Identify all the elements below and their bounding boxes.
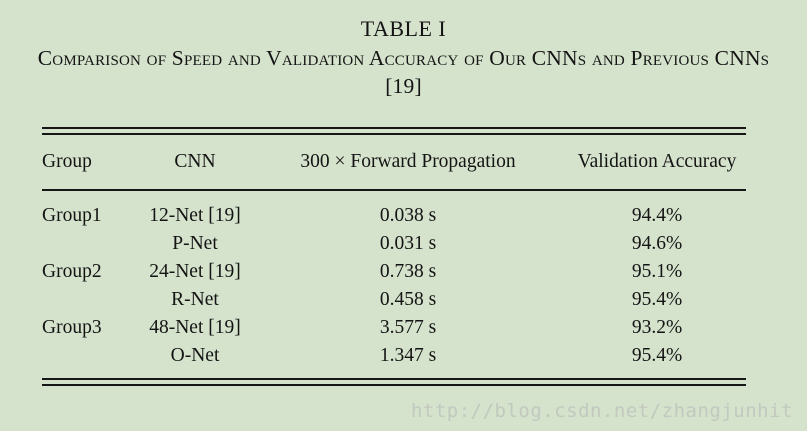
top-double-rule <box>42 127 746 135</box>
table-title: Comparison of Speed and Validation Accur… <box>37 46 770 98</box>
column-header-forward-propagation: 300 × Forward Propagation <box>300 151 516 172</box>
table-row: R-Net 0.458 s 95.4% <box>42 286 746 314</box>
cell-cnn: 48-Net [19] <box>149 317 241 338</box>
bottom-double-rule <box>42 378 746 386</box>
column-header-validation-accuracy: Validation Accuracy <box>577 151 737 172</box>
table-row: Group2 24-Net [19] 0.738 s 95.1% <box>42 258 746 286</box>
table-row: Group1 12-Net [19] 0.038 s 94.4% <box>42 202 746 230</box>
cell-group: Group2 <box>42 261 102 282</box>
table-row: P-Net 0.031 s 94.6% <box>42 230 746 258</box>
cell-cnn: P-Net <box>172 233 218 254</box>
cell-accuracy: 93.2% <box>631 317 683 338</box>
cell-cnn: 24-Net [19] <box>149 261 241 282</box>
cell-accuracy: 95.4% <box>631 345 683 366</box>
cell-time: 3.577 s <box>379 317 437 338</box>
data-table: Group CNN 300 × Forward Propagation Vali… <box>42 127 746 386</box>
header-rule <box>42 189 746 191</box>
table-row: O-Net 1.347 s 95.4% <box>42 342 746 370</box>
cell-cnn: O-Net <box>170 345 220 366</box>
cell-time: 0.038 s <box>379 205 437 226</box>
watermark-url: http://blog.csdn.net/zhangjunhit <box>410 400 793 422</box>
table-caption: TABLE I Comparison of Speed and Validati… <box>0 0 807 100</box>
table-header-row: Group CNN 300 × Forward Propagation Vali… <box>42 135 746 189</box>
cell-accuracy: 94.4% <box>631 205 683 226</box>
cell-time: 0.031 s <box>379 233 437 254</box>
cell-cnn: R-Net <box>171 289 219 310</box>
cell-time: 1.347 s <box>379 345 437 366</box>
table-row: Group3 48-Net [19] 3.577 s 93.2% <box>42 314 746 342</box>
column-header-cnn: CNN <box>174 151 216 172</box>
cell-accuracy: 94.6% <box>631 233 683 254</box>
column-header-group: Group <box>42 151 92 172</box>
cell-group: Group3 <box>42 317 102 338</box>
cell-time: 0.458 s <box>379 289 437 310</box>
table-number: TABLE I <box>360 16 447 41</box>
table-body: Group1 12-Net [19] 0.038 s 94.4% P-Net 0… <box>42 191 746 378</box>
cell-accuracy: 95.1% <box>631 261 683 282</box>
cell-group: Group1 <box>42 205 102 226</box>
cell-time: 0.738 s <box>379 261 437 282</box>
cell-cnn: 12-Net [19] <box>149 205 241 226</box>
cell-accuracy: 95.4% <box>631 289 683 310</box>
